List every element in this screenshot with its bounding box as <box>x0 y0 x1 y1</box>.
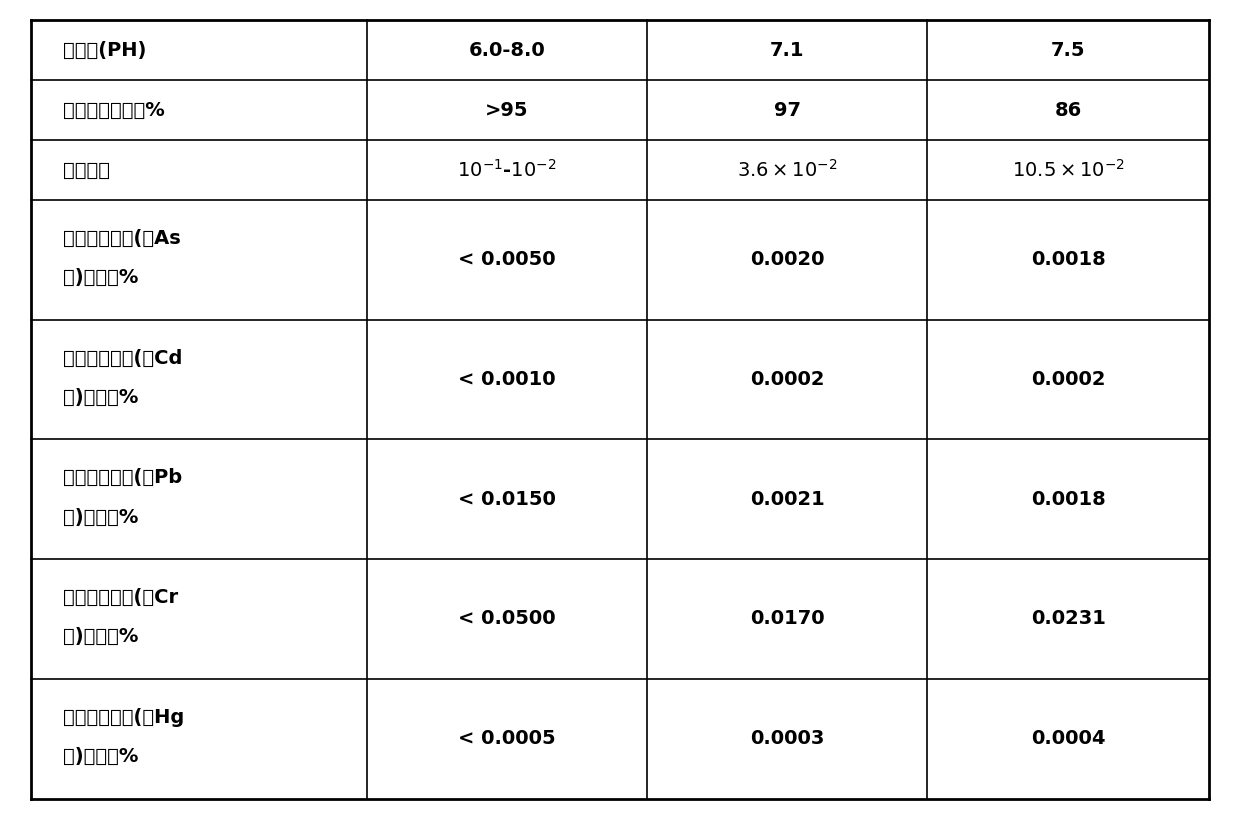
Text: 酸碱度(PH): 酸碱度(PH) <box>63 41 146 60</box>
Text: 86: 86 <box>1054 101 1081 120</box>
Text: 0.0004: 0.0004 <box>1030 729 1106 749</box>
Text: < 0.0150: < 0.0150 <box>458 490 556 509</box>
Text: >95: >95 <box>485 101 528 120</box>
Text: 0.0020: 0.0020 <box>750 251 825 269</box>
Text: 计)含量，%: 计)含量，% <box>63 747 138 766</box>
Text: < 0.0005: < 0.0005 <box>458 729 556 749</box>
Text: $3.6 \times 10^{-2}$: $3.6 \times 10^{-2}$ <box>737 159 837 181</box>
Text: < 0.0050: < 0.0050 <box>458 251 556 269</box>
Text: 大肠菌値: 大肠菌値 <box>63 161 109 179</box>
Text: 97: 97 <box>774 101 801 120</box>
Text: 0.0002: 0.0002 <box>1030 370 1106 389</box>
Text: 计)含量，%: 计)含量，% <box>63 508 138 527</box>
Text: < 0.0010: < 0.0010 <box>458 370 556 389</box>
Text: 0.0003: 0.0003 <box>750 729 825 749</box>
Text: 7.1: 7.1 <box>770 41 805 60</box>
Text: $10.5 \times 10^{-2}$: $10.5 \times 10^{-2}$ <box>1012 159 1125 181</box>
Text: 7.5: 7.5 <box>1052 41 1085 60</box>
Text: 计)含量，%: 计)含量，% <box>63 269 138 287</box>
Text: 鹉及其化合物(以Cr: 鹉及其化合物(以Cr <box>63 588 177 607</box>
Text: 计)含量，%: 计)含量，% <box>63 388 138 407</box>
Text: 6.0-8.0: 6.0-8.0 <box>469 41 546 60</box>
Text: 0.0021: 0.0021 <box>750 490 825 509</box>
Text: 0.0018: 0.0018 <box>1030 251 1106 269</box>
Text: 汞及其化合物(以Hg: 汞及其化合物(以Hg <box>63 708 184 726</box>
Text: 计)含量，%: 计)含量，% <box>63 627 138 646</box>
Text: 0.0170: 0.0170 <box>750 609 825 628</box>
Text: 0.0002: 0.0002 <box>750 370 825 389</box>
Text: 镎及其化合物(以Cd: 镎及其化合物(以Cd <box>63 349 182 368</box>
Text: 0.0231: 0.0231 <box>1030 609 1106 628</box>
Text: $10^{-1}$-$10^{-2}$: $10^{-1}$-$10^{-2}$ <box>458 159 557 181</box>
Text: 砍及其化合物(以As: 砍及其化合物(以As <box>63 229 180 248</box>
Text: 0.0018: 0.0018 <box>1030 490 1106 509</box>
Text: < 0.0500: < 0.0500 <box>458 609 556 628</box>
Text: 馓及其化合物(以Pb: 馓及其化合物(以Pb <box>63 468 182 487</box>
Text: 蛔虫卵死亡率，%: 蛔虫卵死亡率，% <box>63 101 165 120</box>
